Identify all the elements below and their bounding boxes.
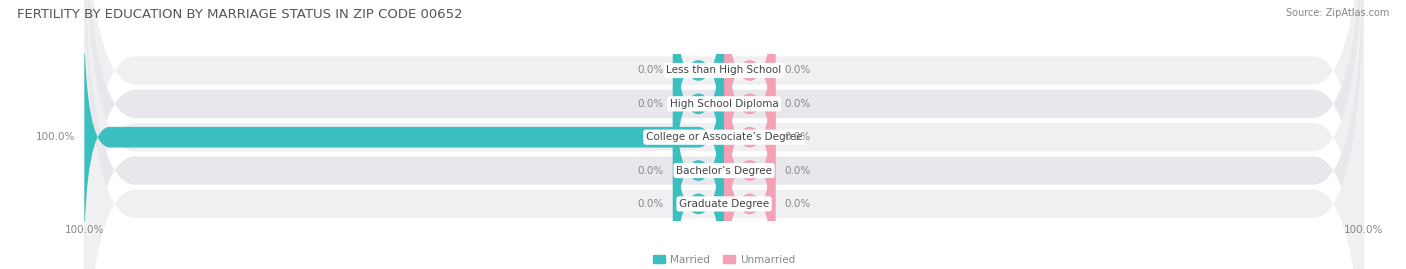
Text: 0.0%: 0.0% xyxy=(785,65,811,76)
Text: 0.0%: 0.0% xyxy=(785,199,811,209)
FancyBboxPatch shape xyxy=(724,0,775,227)
Text: FERTILITY BY EDUCATION BY MARRIAGE STATUS IN ZIP CODE 00652: FERTILITY BY EDUCATION BY MARRIAGE STATU… xyxy=(17,8,463,21)
FancyBboxPatch shape xyxy=(84,0,1364,269)
FancyBboxPatch shape xyxy=(673,47,724,269)
Text: 0.0%: 0.0% xyxy=(637,165,664,176)
FancyBboxPatch shape xyxy=(673,0,724,227)
FancyBboxPatch shape xyxy=(724,81,775,269)
FancyBboxPatch shape xyxy=(724,47,775,269)
Text: 0.0%: 0.0% xyxy=(785,99,811,109)
Text: 100.0%: 100.0% xyxy=(35,132,75,142)
Legend: Married, Unmarried: Married, Unmarried xyxy=(648,250,800,269)
FancyBboxPatch shape xyxy=(84,0,1364,269)
Text: 0.0%: 0.0% xyxy=(637,199,664,209)
FancyBboxPatch shape xyxy=(84,14,724,260)
Text: 0.0%: 0.0% xyxy=(637,99,664,109)
FancyBboxPatch shape xyxy=(84,0,1364,269)
Text: High School Diploma: High School Diploma xyxy=(669,99,779,109)
Text: Graduate Degree: Graduate Degree xyxy=(679,199,769,209)
Text: College or Associate’s Degree: College or Associate’s Degree xyxy=(645,132,803,142)
FancyBboxPatch shape xyxy=(673,81,724,269)
Text: Source: ZipAtlas.com: Source: ZipAtlas.com xyxy=(1285,8,1389,18)
Text: Bachelor’s Degree: Bachelor’s Degree xyxy=(676,165,772,176)
Text: 0.0%: 0.0% xyxy=(637,65,664,76)
FancyBboxPatch shape xyxy=(724,0,775,194)
FancyBboxPatch shape xyxy=(84,0,1364,269)
FancyBboxPatch shape xyxy=(673,0,724,194)
FancyBboxPatch shape xyxy=(84,0,1364,269)
Text: 0.0%: 0.0% xyxy=(785,132,811,142)
Text: 0.0%: 0.0% xyxy=(785,165,811,176)
FancyBboxPatch shape xyxy=(724,14,775,260)
Text: Less than High School: Less than High School xyxy=(666,65,782,76)
